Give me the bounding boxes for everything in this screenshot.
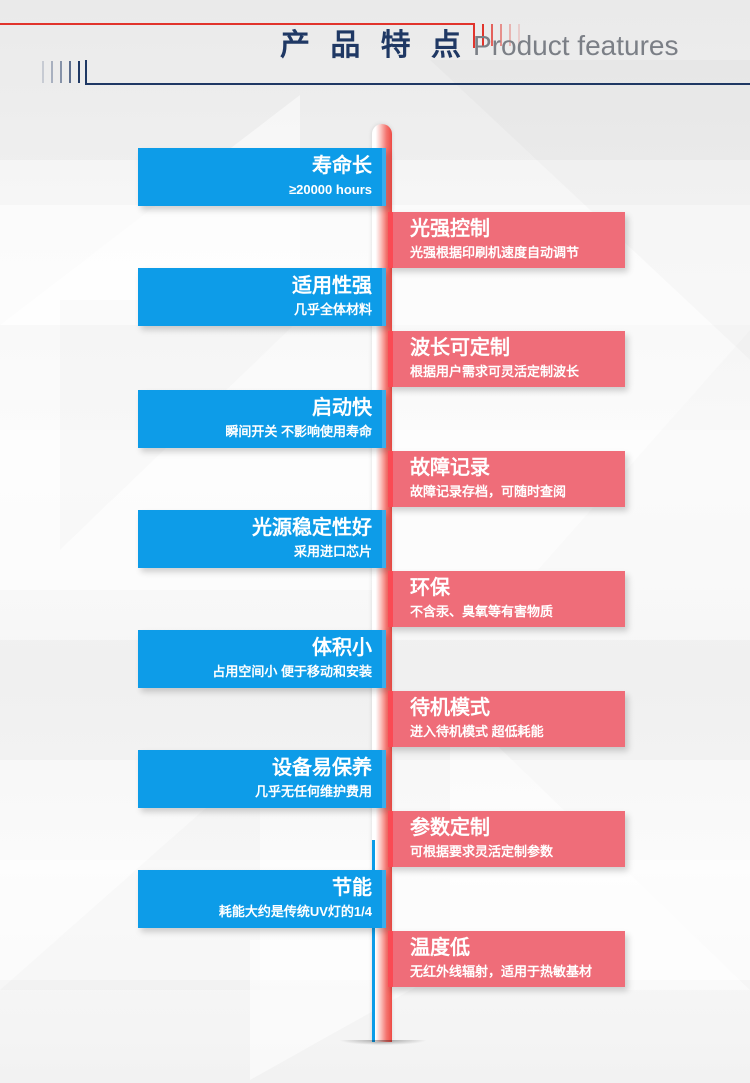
feature-desc: 几乎无任何维护费用 [254, 784, 372, 799]
feature-title: 设备易保养 [272, 757, 372, 779]
feature-box-right-2: 波长可定制 根据用户需求可灵活定制波长 [388, 331, 625, 387]
feature-box-right-5: 待机模式 进入待机模式 超低耗能 [388, 691, 625, 747]
feature-box-left-6: 设备易保养 几乎无任何维护费用 [138, 750, 386, 808]
feature-desc: 瞬间开关 不影响使用寿命 [225, 424, 372, 439]
feature-desc: 故障记录存档，可随时查阅 [410, 484, 567, 499]
feature-desc: 进入待机模式 超低耗能 [410, 724, 544, 739]
feature-box-right-1: 光强控制 光强根据印刷机速度自动调节 [388, 212, 625, 268]
page-title-en: Product features [473, 30, 679, 61]
center-spine-shadow [340, 1040, 426, 1045]
feature-desc: ≥20000 hours [288, 182, 372, 197]
header-red-corner [473, 23, 475, 48]
feature-box-right-7: 温度低 无红外线辐射，适用于热敏基材 [388, 931, 625, 987]
header-navy-ticks-icon [38, 61, 80, 83]
center-spine-blue-edge [372, 840, 375, 1042]
feature-desc: 无红外线辐射，适用于热敏基材 [410, 964, 593, 979]
feature-title: 波长可定制 [410, 337, 510, 359]
feature-title: 故障记录 [410, 457, 490, 479]
feature-desc: 可根据要求灵活定制参数 [410, 844, 554, 859]
header-navy-rule [85, 83, 750, 85]
feature-title: 体积小 [312, 637, 372, 659]
center-spine [372, 124, 392, 1042]
feature-box-right-6: 参数定制 可根据要求灵活定制参数 [388, 811, 625, 867]
feature-box-left-2: 适用性强 几乎全体材料 [138, 268, 386, 326]
feature-desc: 根据用户需求可灵活定制波长 [410, 364, 580, 379]
feature-box-left-7: 节能 耗能大约是传统UV灯的1/4 [138, 870, 386, 928]
feature-desc: 光强根据印刷机速度自动调节 [410, 245, 580, 260]
feature-title: 适用性强 [292, 275, 372, 297]
page-title-cn: 产 品 特 点 [280, 29, 468, 62]
feature-title: 启动快 [312, 397, 372, 419]
header-red-ticks-icon [482, 24, 522, 46]
feature-title: 待机模式 [410, 697, 490, 719]
feature-title: 参数定制 [410, 817, 490, 839]
feature-desc: 几乎全体材料 [293, 302, 372, 317]
header-navy-corner [85, 60, 87, 85]
feature-desc: 耗能大约是传统UV灯的1/4 [218, 904, 372, 919]
feature-box-left-5: 体积小 占用空间小 便于移动和安装 [138, 630, 386, 688]
feature-title: 光强控制 [410, 218, 490, 240]
feature-box-right-4: 环保 不含汞、臭氧等有害物质 [388, 571, 625, 627]
feature-box-right-3: 故障记录 故障记录存档，可随时查阅 [388, 451, 625, 507]
feature-box-left-1: 寿命长 ≥20000 hours [138, 148, 386, 206]
feature-box-left-4: 光源稳定性好 采用进口芯片 [138, 510, 386, 568]
feature-title: 温度低 [410, 937, 470, 959]
feature-box-left-3: 启动快 瞬间开关 不影响使用寿命 [138, 390, 386, 448]
feature-desc: 采用进口芯片 [293, 544, 372, 559]
feature-title: 环保 [410, 577, 450, 599]
header-red-rule [0, 23, 475, 25]
header-title-group: 产 品 特 点 Product features [280, 31, 678, 61]
feature-desc: 不含汞、臭氧等有害物质 [410, 604, 554, 619]
feature-title: 节能 [332, 877, 372, 899]
page-header: 产 品 特 点 Product features [0, 0, 750, 100]
feature-title: 光源稳定性好 [252, 517, 372, 539]
feature-title: 寿命长 [312, 155, 372, 177]
feature-desc: 占用空间小 便于移动和安装 [212, 664, 372, 679]
